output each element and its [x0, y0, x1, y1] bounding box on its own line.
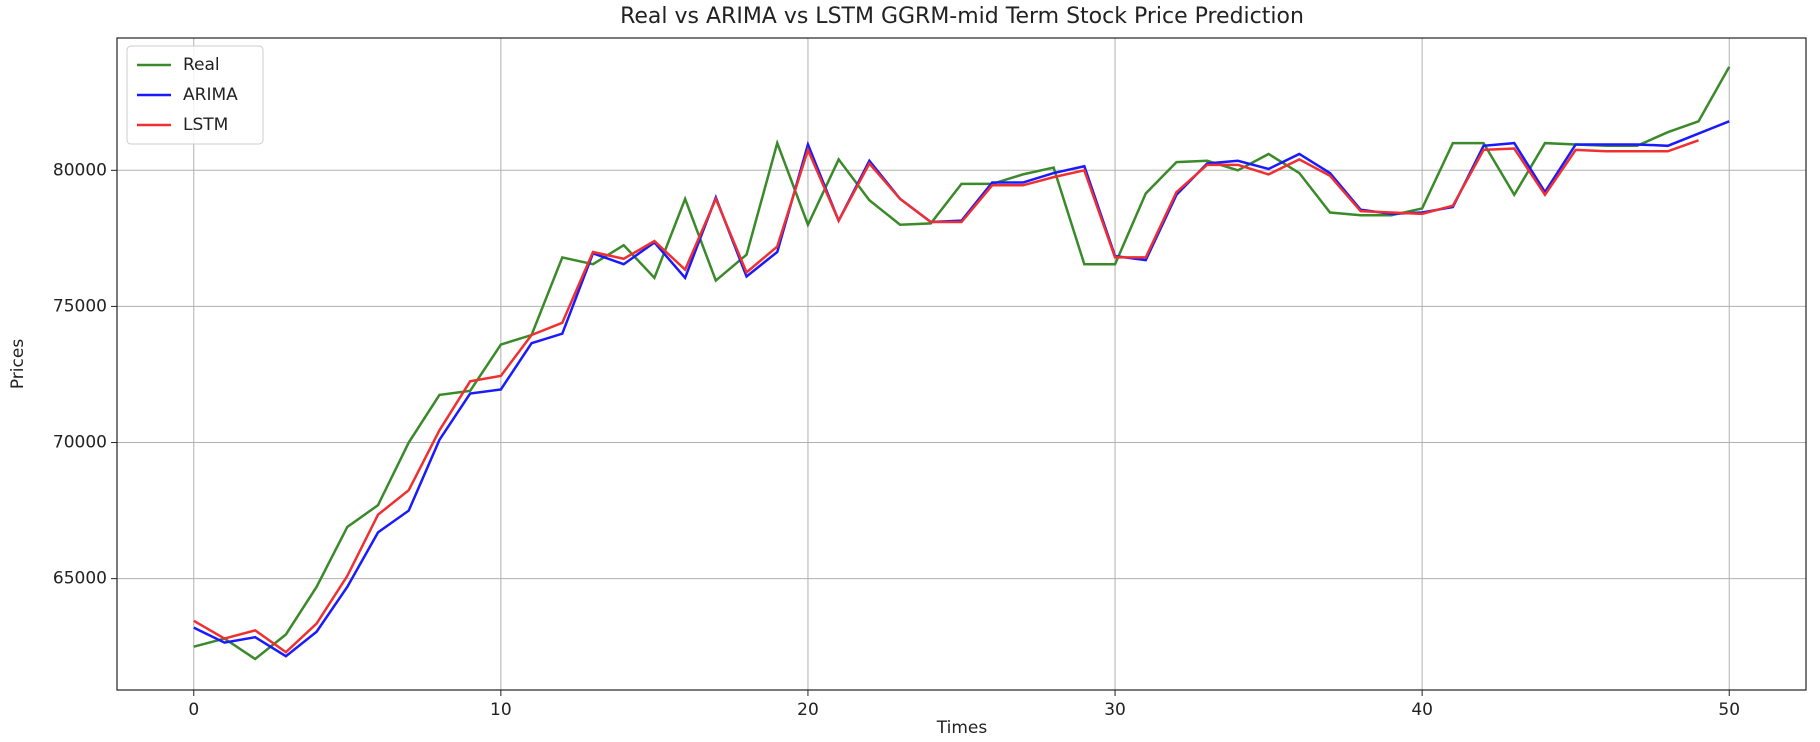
x-tick-label: 30 — [1104, 700, 1126, 720]
legend-label: ARIMA — [183, 85, 238, 105]
y-tick-label: 80000 — [53, 160, 107, 180]
plot-frame — [116, 37, 1807, 691]
y-axis-label: Prices — [8, 339, 28, 389]
chart-title: Real vs ARIMA vs LSTM GGRM-mid Term Stoc… — [620, 4, 1304, 29]
x-tick-label: 40 — [1411, 700, 1433, 720]
x-tick-label: 10 — [490, 700, 512, 720]
y-tick-label: 75000 — [53, 296, 107, 316]
y-tick-label: 65000 — [53, 569, 107, 589]
series-line — [193, 66, 1731, 661]
legend-box — [126, 45, 264, 145]
y-tick-label: 70000 — [53, 433, 107, 453]
series-line — [193, 139, 1699, 654]
legend-label: Real — [183, 55, 220, 75]
x-axis-label: Times — [936, 718, 988, 738]
x-tick-label: 50 — [1718, 700, 1740, 720]
legend-label: LSTM — [183, 115, 228, 135]
x-tick-label: 20 — [797, 700, 819, 720]
series-line — [193, 120, 1730, 658]
x-tick-label: 0 — [188, 700, 199, 720]
